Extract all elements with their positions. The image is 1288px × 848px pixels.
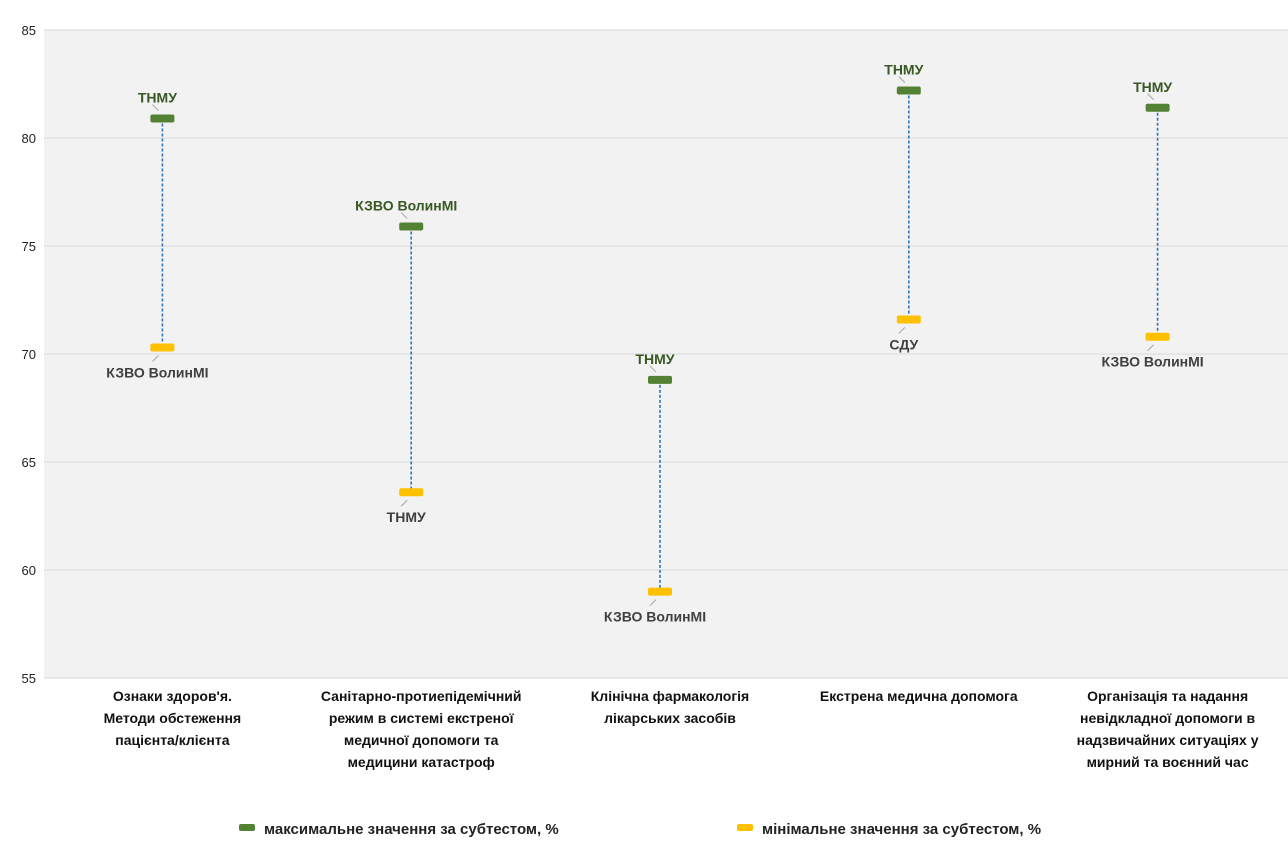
max-marker xyxy=(150,114,175,123)
min-marker xyxy=(1145,332,1170,341)
category-label-line: Санітарно-протиепідемічний xyxy=(321,688,522,704)
range-connectors xyxy=(161,90,1159,592)
leader-line xyxy=(1147,93,1154,101)
category-label-line: лікарських засобів xyxy=(604,710,736,726)
category-label-line: Екстрена медична допомога xyxy=(820,688,1018,704)
y-tick-label: 55 xyxy=(22,671,36,686)
category-label-line: медичної допомоги та xyxy=(344,732,499,748)
category-label-line: Клінічна фармакологія xyxy=(591,688,749,704)
y-tick-label: 60 xyxy=(22,563,36,578)
category-label-line: надзвичайних ситуаціях у xyxy=(1077,732,1259,748)
leader-line xyxy=(649,599,657,606)
max-marker xyxy=(648,375,672,384)
y-tick-label: 80 xyxy=(22,131,36,146)
min-marker xyxy=(648,587,672,596)
legend-label: мінімальне значення за субтестом, % xyxy=(762,821,1041,838)
category-label-line: режим в системі екстреної xyxy=(329,710,515,726)
max-marker xyxy=(1145,103,1170,112)
leader-line xyxy=(898,327,906,334)
min-point-label: КЗВО ВолинМІ xyxy=(1101,354,1203,370)
category-label-line: Методи обстеження xyxy=(104,710,242,726)
min-point-label: КЗВО ВолинМІ xyxy=(106,365,208,381)
leader-line xyxy=(898,76,906,83)
leader-line xyxy=(649,365,657,373)
category-label-line: мирний та воєнний час xyxy=(1087,754,1249,770)
min-point-label: КЗВО ВолинМІ xyxy=(604,609,706,625)
leader-line xyxy=(1147,344,1154,352)
leader-line xyxy=(400,499,408,507)
category-labels: Ознаки здоров'я. Методи обстеження пацієнт… xyxy=(104,688,1259,770)
point-labels: ТНМУ КЗВО ВолинМІ ТНМУ ТНМУ ТНМУ КЗВО ВолинМІ… xyxy=(106,61,1203,624)
category-label-line: Організація та надання xyxy=(1087,688,1248,704)
category-label-line: медицини катастроф xyxy=(348,754,495,770)
min-point-label: СДУ xyxy=(889,336,918,352)
max-point-label: ТНМУ xyxy=(1133,79,1172,95)
min-marker xyxy=(399,488,424,497)
max-point-label: ТНМУ xyxy=(138,90,177,106)
legend-swatch xyxy=(239,824,255,831)
y-tick-label: 75 xyxy=(22,239,36,254)
category-label-line: невідкладної допомоги в xyxy=(1080,710,1256,726)
max-marker xyxy=(399,222,424,231)
legend-label: максимальне значення за субтестом, % xyxy=(264,821,559,838)
leader-line xyxy=(152,355,159,362)
y-axis-ticks: 55 60 65 70 75 80 85 xyxy=(22,23,36,686)
y-tick-label: 65 xyxy=(22,455,36,470)
min-point-label: ТНМУ xyxy=(387,509,426,525)
max-point-label: ТНМУ xyxy=(635,351,674,367)
legend: максимальне значення за субтестом, % міні… xyxy=(239,821,1041,838)
markers xyxy=(150,86,1170,596)
y-tick-label: 85 xyxy=(22,23,36,38)
legend-swatch xyxy=(737,824,753,831)
max-point-label: ТНМУ xyxy=(884,61,923,77)
max-point-label: КЗВО ВолинМІ xyxy=(355,198,457,214)
min-marker xyxy=(150,343,175,352)
leader-line xyxy=(400,212,408,219)
gridlines xyxy=(44,29,1288,679)
category-label-line: пацієнта/клієнта xyxy=(115,732,229,748)
category-label-line: Ознаки здоров'я. xyxy=(113,688,232,704)
leader-line xyxy=(152,104,159,111)
max-marker xyxy=(896,86,921,95)
y-tick-label: 70 xyxy=(22,347,36,362)
min-marker xyxy=(896,315,921,324)
